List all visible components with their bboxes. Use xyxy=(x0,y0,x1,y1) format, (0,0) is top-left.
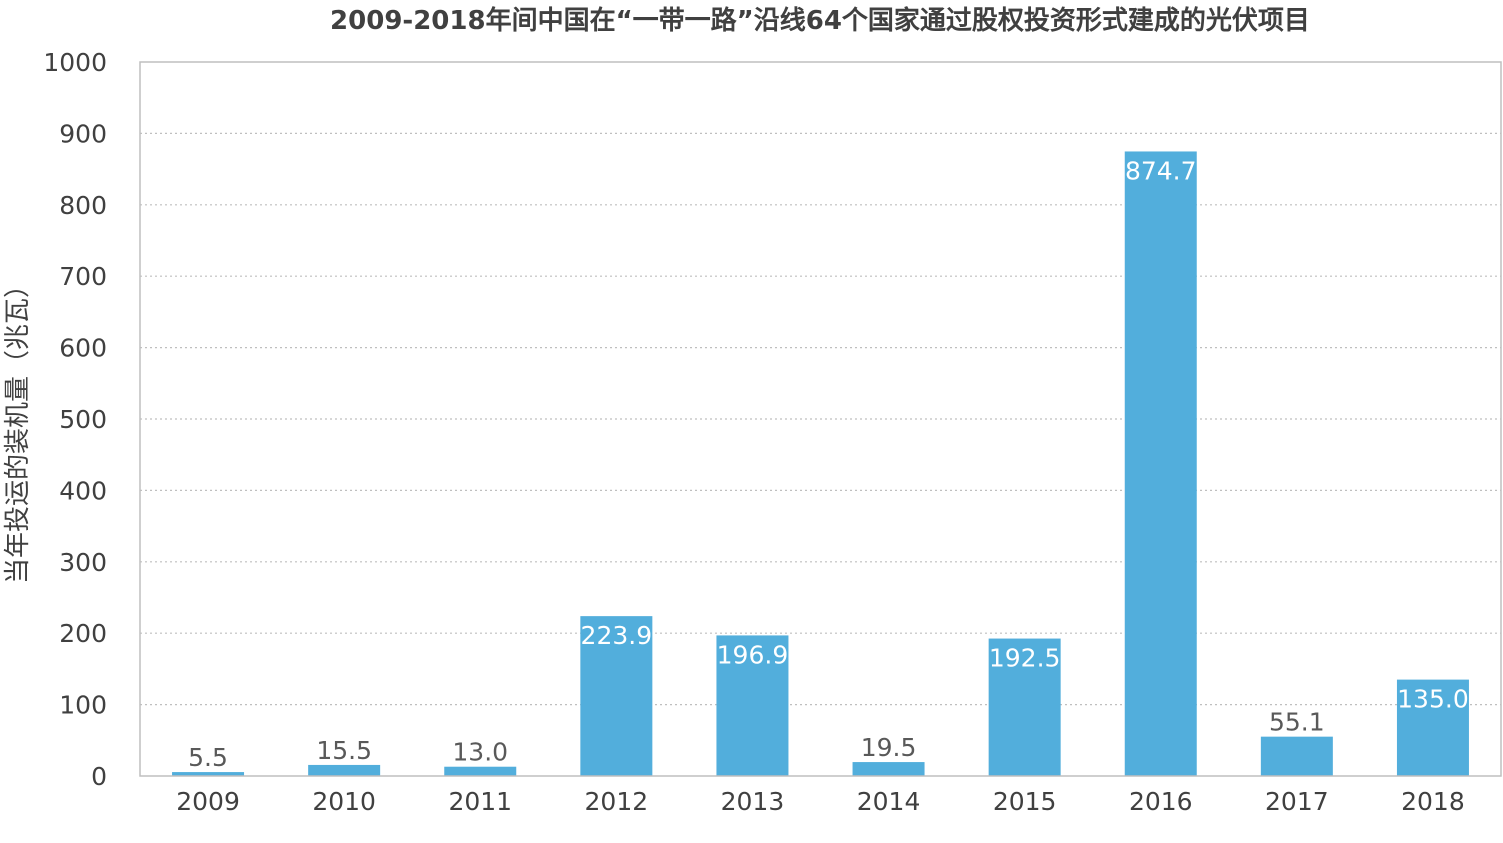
data-label-2009: 5.5 xyxy=(188,743,228,772)
y-tick-label-900: 900 xyxy=(59,119,107,148)
y-tick-label-1000: 1000 xyxy=(43,48,107,77)
data-label-2013: 196.9 xyxy=(717,640,789,669)
data-label-2016: 874.7 xyxy=(1125,156,1197,185)
x-tick-label-2011: 2011 xyxy=(448,787,512,816)
x-tick-label-2018: 2018 xyxy=(1401,787,1465,816)
data-label-2017: 55.1 xyxy=(1269,708,1325,737)
data-label-2011: 13.0 xyxy=(452,738,508,767)
data-label-2015: 192.5 xyxy=(989,644,1061,673)
y-tick-label-300: 300 xyxy=(59,548,107,577)
x-tick-label-2017: 2017 xyxy=(1265,787,1329,816)
chart-title: 2009-2018年间中国在“一带一路”沿线64个国家通过股权投资形式建成的光伏… xyxy=(330,5,1310,36)
y-tick-label-0: 0 xyxy=(91,762,107,791)
y-axis-label: 当年投运的装机量（兆瓦） xyxy=(3,272,33,584)
y-tick-label-700: 700 xyxy=(59,262,107,291)
y-tick-label-200: 200 xyxy=(59,619,107,648)
y-axis-ticks: 0 100 200 300 400 500 600 700 800 900 1000 xyxy=(43,48,107,791)
bar-2009 xyxy=(172,772,245,776)
x-tick-label-2014: 2014 xyxy=(857,787,921,816)
bar-2010 xyxy=(308,764,381,776)
grid-lines xyxy=(140,132,1501,706)
bar-2018 xyxy=(1396,679,1469,776)
plot-frame xyxy=(139,61,1502,777)
data-label-2018: 135.0 xyxy=(1397,685,1469,714)
bars xyxy=(172,151,1469,776)
x-tick-label-2016: 2016 xyxy=(1129,787,1193,816)
plot-border xyxy=(139,61,1502,777)
data-label-2010: 15.5 xyxy=(316,736,372,765)
x-tick-label-2009: 2009 xyxy=(176,787,240,816)
x-tick-label-2015: 2015 xyxy=(993,787,1057,816)
y-tick-label-500: 500 xyxy=(59,405,107,434)
data-label-2012: 223.9 xyxy=(581,621,653,650)
bar-2014 xyxy=(852,762,925,776)
data-label-2014: 19.5 xyxy=(861,733,917,762)
y-tick-label-100: 100 xyxy=(59,691,107,720)
data-labels: 5.5 15.5 13.0 223.9 196.9 19.5 192.5 874.7 55.1 1… xyxy=(188,156,1469,772)
bar-2012 xyxy=(580,616,653,776)
bar-2015 xyxy=(988,638,1061,776)
y-tick-label-600: 600 xyxy=(59,334,107,363)
x-axis-ticks: 2009 2010 2011 2012 2013 2014 2015 2016 2017 2018 xyxy=(176,787,1465,816)
bar-2016 xyxy=(1124,151,1197,776)
x-tick-label-2013: 2013 xyxy=(721,787,785,816)
y-tick-label-800: 800 xyxy=(59,191,107,220)
x-tick-label-2012: 2012 xyxy=(585,787,649,816)
bar-2017 xyxy=(1260,736,1333,776)
x-tick-label-2010: 2010 xyxy=(312,787,376,816)
y-tick-label-400: 400 xyxy=(59,476,107,505)
bar-2013 xyxy=(716,635,789,776)
bar-2011 xyxy=(444,766,517,776)
